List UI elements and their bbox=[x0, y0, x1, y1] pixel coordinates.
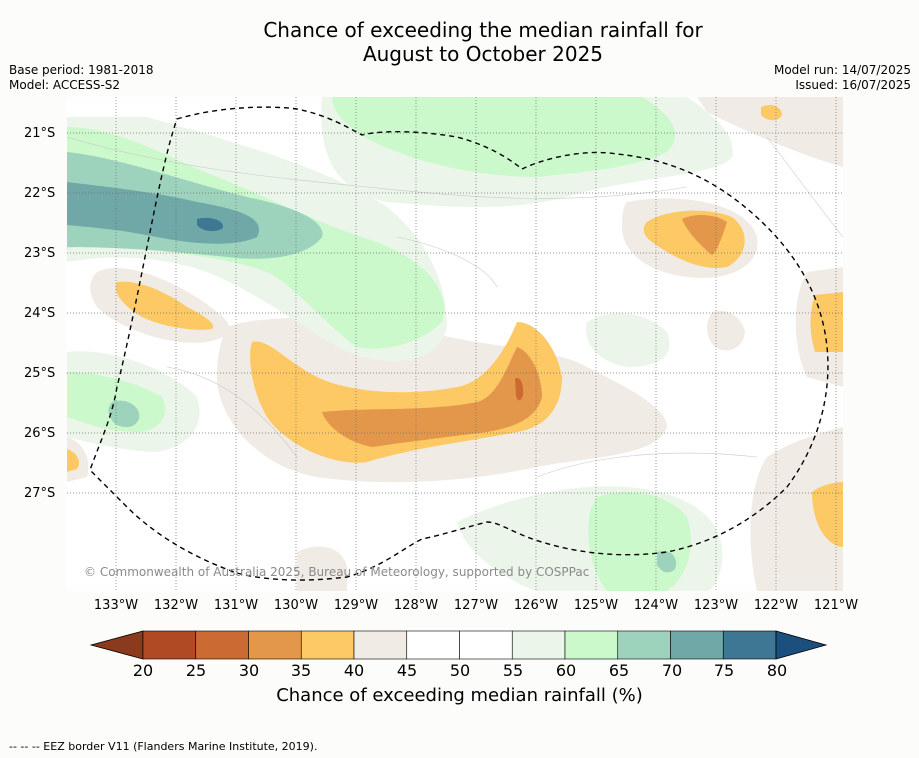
colorbar-tick-45: 45 bbox=[396, 661, 418, 680]
colorbar-tick-35: 35 bbox=[290, 661, 312, 680]
colorbar-segment bbox=[406, 630, 460, 660]
colorbar-extend-low bbox=[89, 630, 144, 660]
colorbar-segment bbox=[564, 630, 619, 660]
colorbar-svg bbox=[89, 630, 828, 660]
lat-label-23S: 23°S bbox=[24, 246, 56, 261]
colorbar-label: Chance of exceeding median rainfall (%) bbox=[276, 685, 643, 706]
contour-55-mid bbox=[586, 313, 670, 367]
colorbar-tick-80: 80 bbox=[766, 661, 788, 680]
contour-65-small1 bbox=[108, 400, 140, 428]
colorbar-segment bbox=[353, 630, 408, 660]
map-title: Chance of exceeding the median rainfall … bbox=[0, 18, 919, 66]
model-name: Model: ACCESS-S2 bbox=[9, 78, 121, 92]
colorbar-tick-20: 20 bbox=[132, 661, 154, 680]
eez-legend-note: -- -- -- EEZ border V11 (Flanders Marine… bbox=[9, 740, 318, 753]
lat-label-27S: 27°S bbox=[24, 486, 56, 501]
contour-40-leftedge bbox=[67, 449, 79, 472]
colorbar-segment bbox=[459, 630, 513, 660]
contour-lines bbox=[67, 136, 843, 478]
colorbar-tick-75: 75 bbox=[713, 661, 735, 680]
lon-label-126W: 126°W bbox=[513, 598, 559, 613]
lon-label-125W: 125°W bbox=[573, 598, 619, 613]
colorbar-segment bbox=[142, 630, 197, 660]
colorbar-tick-60: 60 bbox=[555, 661, 577, 680]
lon-label-122W: 122°W bbox=[753, 598, 799, 613]
contour-60-top bbox=[332, 97, 676, 177]
colorbar-tick-30: 30 bbox=[238, 661, 260, 680]
issued-date: Issued: 16/07/2025 bbox=[795, 78, 911, 92]
lat-label-22S: 22°S bbox=[24, 186, 56, 201]
base-info: Base period: 1981-2018 Model: ACCESS-S2 bbox=[9, 63, 154, 93]
contour-60-south bbox=[588, 492, 691, 591]
colorbar-extend-high bbox=[775, 630, 828, 660]
lon-label-133W: 133°W bbox=[93, 598, 139, 613]
graticule bbox=[67, 97, 843, 591]
base-period: Base period: 1981-2018 bbox=[9, 63, 154, 77]
contour-45-small bbox=[707, 310, 745, 351]
eez-border bbox=[89, 106, 829, 581]
colorbar-tick-65: 65 bbox=[608, 661, 630, 680]
colorbar-tick-70: 70 bbox=[661, 661, 683, 680]
title-line-1: Chance of exceeding the median rainfall … bbox=[263, 18, 703, 42]
contour-45-topright bbox=[697, 97, 843, 167]
colorbar-segment bbox=[511, 630, 566, 660]
title-line-2: August to October 2025 bbox=[362, 42, 604, 66]
lat-label-26S: 26°S bbox=[24, 426, 56, 441]
colorbar-segment bbox=[670, 630, 724, 660]
lon-label-132W: 132°W bbox=[153, 598, 199, 613]
rainfall-map: © Commonwealth of Australia 2025, Bureau… bbox=[67, 97, 843, 591]
contour-45-southeast bbox=[750, 427, 843, 591]
colorbar-segment bbox=[617, 630, 671, 660]
colorbar-segment bbox=[300, 630, 355, 660]
contour-70-small bbox=[197, 217, 223, 232]
colorbar-tick-40: 40 bbox=[343, 661, 365, 680]
lat-label-24S: 24°S bbox=[24, 306, 56, 321]
lon-label-121W: 121°W bbox=[813, 598, 859, 613]
map-contours: © Commonwealth of Australia 2025, Bureau… bbox=[67, 97, 843, 591]
colorbar-segment bbox=[722, 630, 777, 660]
colorbar-tick-25: 25 bbox=[185, 661, 207, 680]
contour-35-east bbox=[682, 215, 727, 255]
model-run: Model run: 14/07/2025 bbox=[773, 63, 911, 77]
copyright-text: © Commonwealth of Australia 2025, Bureau… bbox=[84, 565, 589, 579]
lon-label-127W: 127°W bbox=[453, 598, 499, 613]
lat-label-21S: 21°S bbox=[24, 126, 56, 141]
colorbar-segment bbox=[248, 630, 302, 660]
contour-30-south bbox=[515, 377, 524, 401]
lon-label-131W: 131°W bbox=[213, 598, 259, 613]
contour-40-west bbox=[115, 281, 214, 330]
colorbar-tick-50: 50 bbox=[449, 661, 471, 680]
lon-label-128W: 128°W bbox=[393, 598, 439, 613]
lon-label-123W: 123°W bbox=[693, 598, 739, 613]
colorbar-tick-55: 55 bbox=[502, 661, 524, 680]
lat-label-25S: 25°S bbox=[24, 366, 56, 381]
colorbar-segment bbox=[195, 630, 249, 660]
contour-40-southeast bbox=[812, 482, 843, 547]
run-info: Model run: 14/07/2025 Issued: 16/07/2025 bbox=[774, 63, 911, 93]
colorbar bbox=[89, 630, 830, 660]
lon-label-130W: 130°W bbox=[273, 598, 319, 613]
contour-35-south bbox=[322, 347, 542, 447]
contour-40-topright bbox=[761, 104, 782, 121]
lon-label-129W: 129°W bbox=[333, 598, 379, 613]
lon-label-124W: 124°W bbox=[633, 598, 679, 613]
contour-65-small2 bbox=[657, 550, 677, 573]
